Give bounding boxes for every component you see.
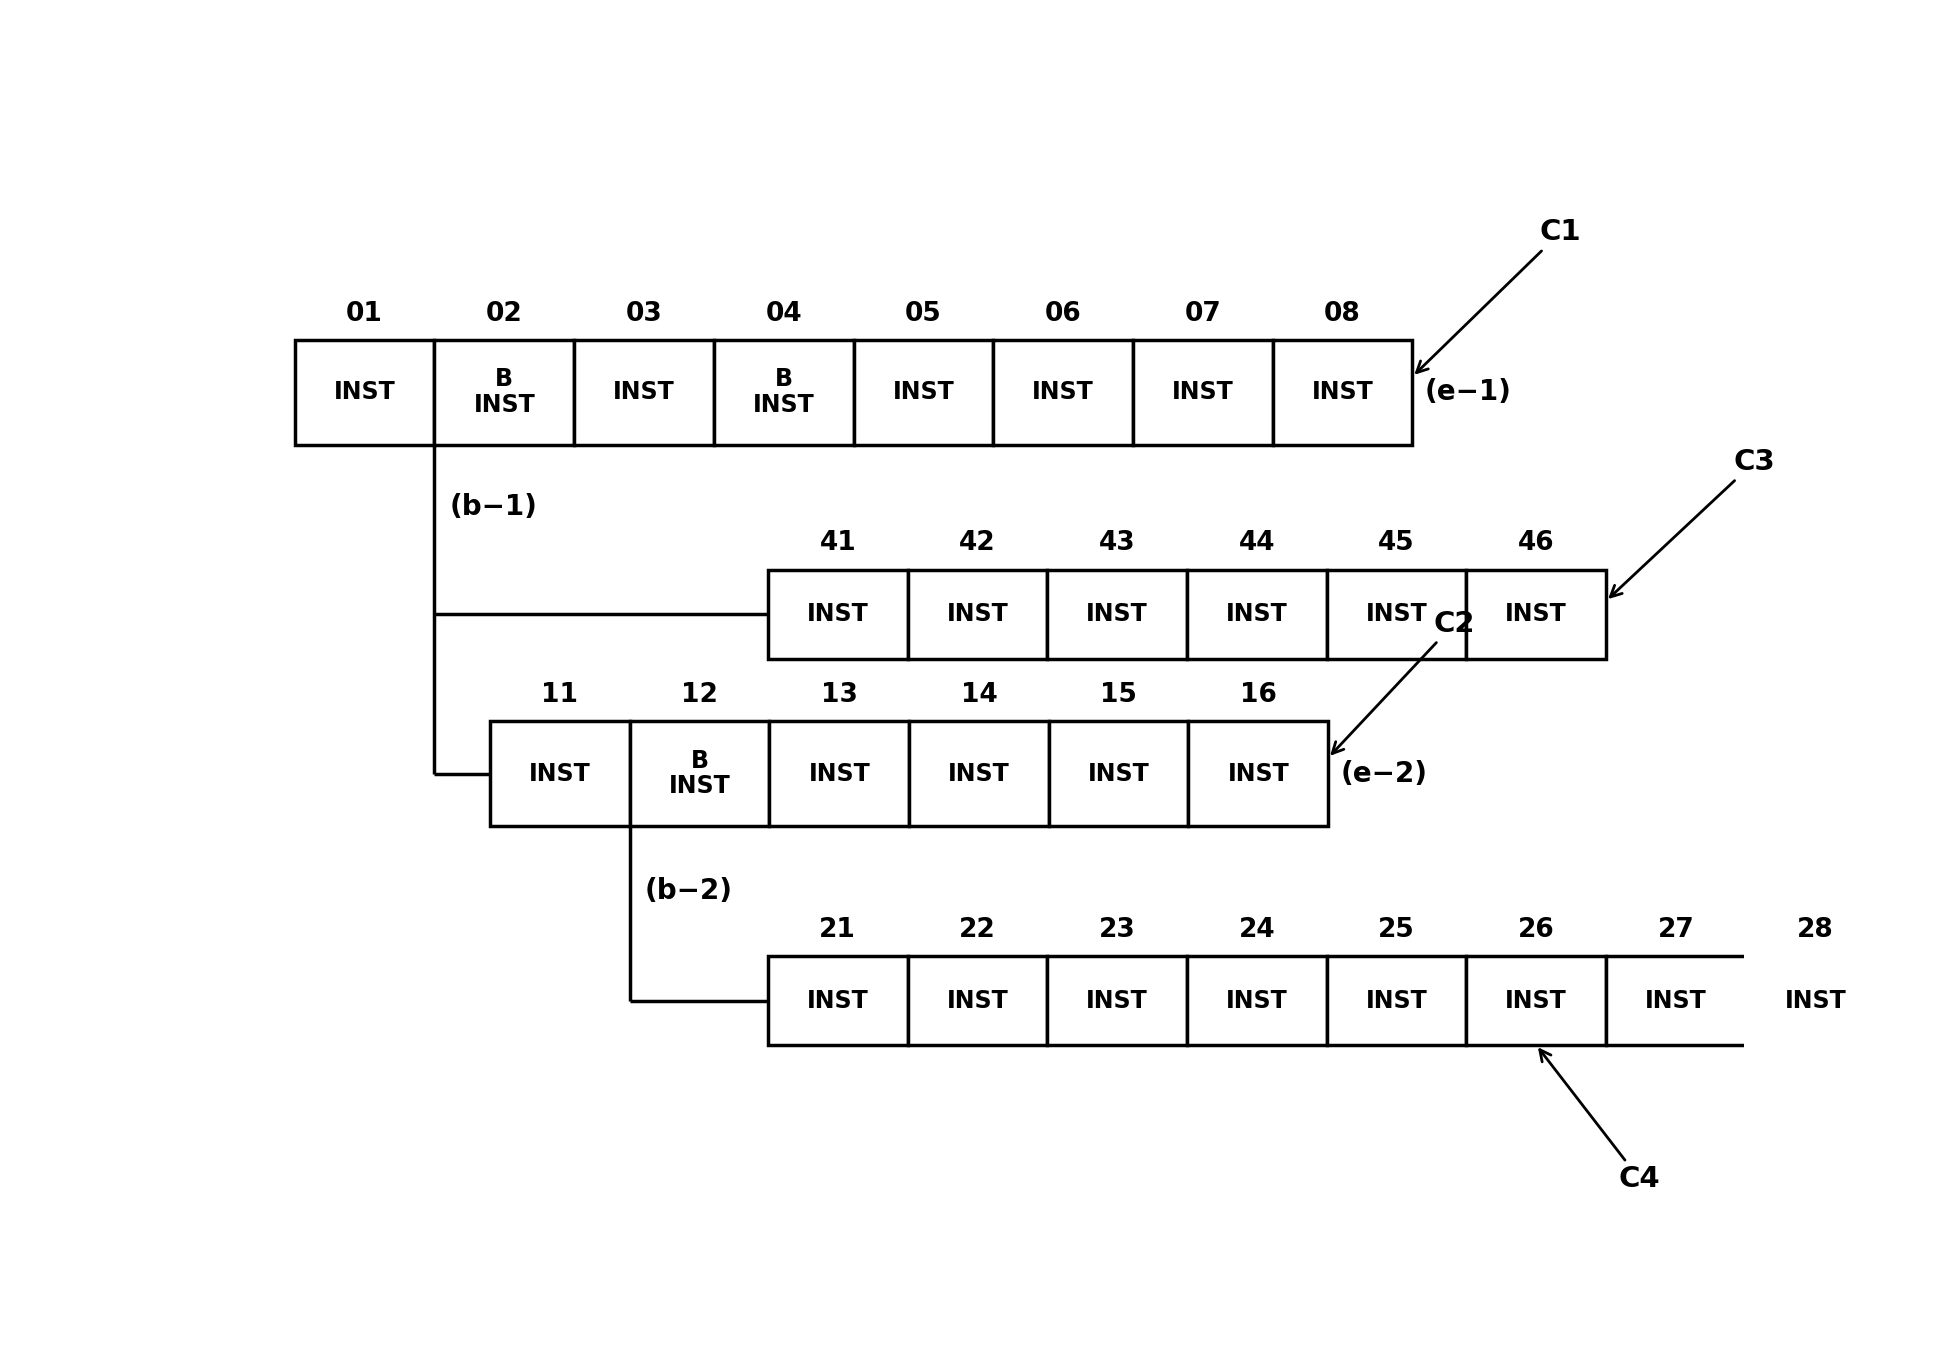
Text: 43: 43: [1099, 530, 1136, 556]
Text: B
INST: B INST: [752, 367, 814, 418]
Bar: [853, 340, 992, 445]
Text: INST: INST: [1785, 989, 1847, 1013]
Text: INST: INST: [1506, 602, 1568, 626]
Text: C2: C2: [1331, 610, 1475, 754]
Bar: [907, 570, 1047, 659]
Text: INST: INST: [1227, 762, 1289, 785]
Bar: [434, 340, 574, 445]
Text: 25: 25: [1378, 917, 1415, 942]
Bar: [630, 721, 769, 826]
Text: B
INST: B INST: [473, 367, 535, 418]
Bar: [1188, 721, 1328, 826]
Text: 44: 44: [1238, 530, 1275, 556]
Text: (e−2): (e−2): [1341, 759, 1426, 788]
Text: INST: INST: [1087, 989, 1147, 1013]
Text: 08: 08: [1324, 301, 1360, 327]
Bar: [1047, 570, 1186, 659]
Text: 23: 23: [1099, 917, 1136, 942]
Bar: [1467, 956, 1607, 1045]
Text: 06: 06: [1045, 301, 1081, 327]
Text: INST: INST: [1087, 762, 1149, 785]
Bar: [1328, 956, 1467, 1045]
Text: C4: C4: [1541, 1050, 1661, 1193]
Text: 28: 28: [1797, 917, 1833, 942]
Text: INST: INST: [529, 762, 591, 785]
Bar: [1048, 721, 1188, 826]
Text: INST: INST: [1033, 381, 1093, 404]
Text: B
INST: B INST: [669, 749, 731, 799]
Bar: [1186, 570, 1328, 659]
Text: 42: 42: [959, 530, 996, 556]
Text: (b−2): (b−2): [645, 877, 733, 904]
Text: INST: INST: [948, 762, 1010, 785]
Text: (b−1): (b−1): [450, 494, 537, 521]
Bar: [907, 956, 1047, 1045]
Text: C1: C1: [1417, 218, 1581, 373]
Bar: [1047, 956, 1186, 1045]
Bar: [574, 340, 713, 445]
Text: (e−1): (e−1): [1424, 378, 1512, 407]
Text: 03: 03: [626, 301, 663, 327]
Bar: [1328, 570, 1467, 659]
Text: 41: 41: [820, 530, 857, 556]
Text: INST: INST: [612, 381, 674, 404]
Text: 24: 24: [1238, 917, 1275, 942]
Text: 22: 22: [959, 917, 996, 942]
Text: INST: INST: [1645, 989, 1707, 1013]
Bar: [769, 721, 909, 826]
Text: C3: C3: [1610, 447, 1775, 597]
Text: INST: INST: [1227, 989, 1287, 1013]
Text: 05: 05: [905, 301, 942, 327]
Text: 01: 01: [347, 301, 384, 327]
Text: INST: INST: [1227, 602, 1287, 626]
Text: INST: INST: [1312, 381, 1374, 404]
Bar: [1186, 956, 1328, 1045]
Bar: [490, 721, 630, 826]
Text: INST: INST: [1087, 602, 1147, 626]
Text: 15: 15: [1101, 682, 1138, 708]
Text: 13: 13: [822, 682, 859, 708]
Text: 26: 26: [1517, 917, 1554, 942]
Text: 21: 21: [820, 917, 857, 942]
Bar: [992, 340, 1134, 445]
Bar: [1607, 956, 1746, 1045]
Text: INST: INST: [806, 602, 868, 626]
Bar: [1746, 956, 1886, 1045]
Text: 11: 11: [541, 682, 578, 708]
Text: 12: 12: [680, 682, 719, 708]
Text: 07: 07: [1184, 301, 1221, 327]
Bar: [1273, 340, 1413, 445]
Text: INST: INST: [1172, 381, 1235, 404]
Text: 16: 16: [1240, 682, 1277, 708]
Text: 14: 14: [961, 682, 998, 708]
Bar: [767, 570, 907, 659]
Bar: [713, 340, 853, 445]
Text: 46: 46: [1517, 530, 1554, 556]
Bar: [909, 721, 1048, 826]
Text: 04: 04: [766, 301, 802, 327]
Text: INST: INST: [806, 989, 868, 1013]
Text: 45: 45: [1378, 530, 1415, 556]
Text: INST: INST: [946, 989, 1008, 1013]
Text: INST: INST: [1366, 602, 1428, 626]
Bar: [1467, 570, 1607, 659]
Text: INST: INST: [1506, 989, 1568, 1013]
Text: INST: INST: [1366, 989, 1428, 1013]
Bar: [295, 340, 434, 445]
Text: INST: INST: [333, 381, 395, 404]
Text: INST: INST: [808, 762, 870, 785]
Text: 02: 02: [486, 301, 523, 327]
Bar: [1134, 340, 1273, 445]
Text: INST: INST: [893, 381, 953, 404]
Bar: [767, 956, 907, 1045]
Text: 27: 27: [1657, 917, 1694, 942]
Text: INST: INST: [946, 602, 1008, 626]
